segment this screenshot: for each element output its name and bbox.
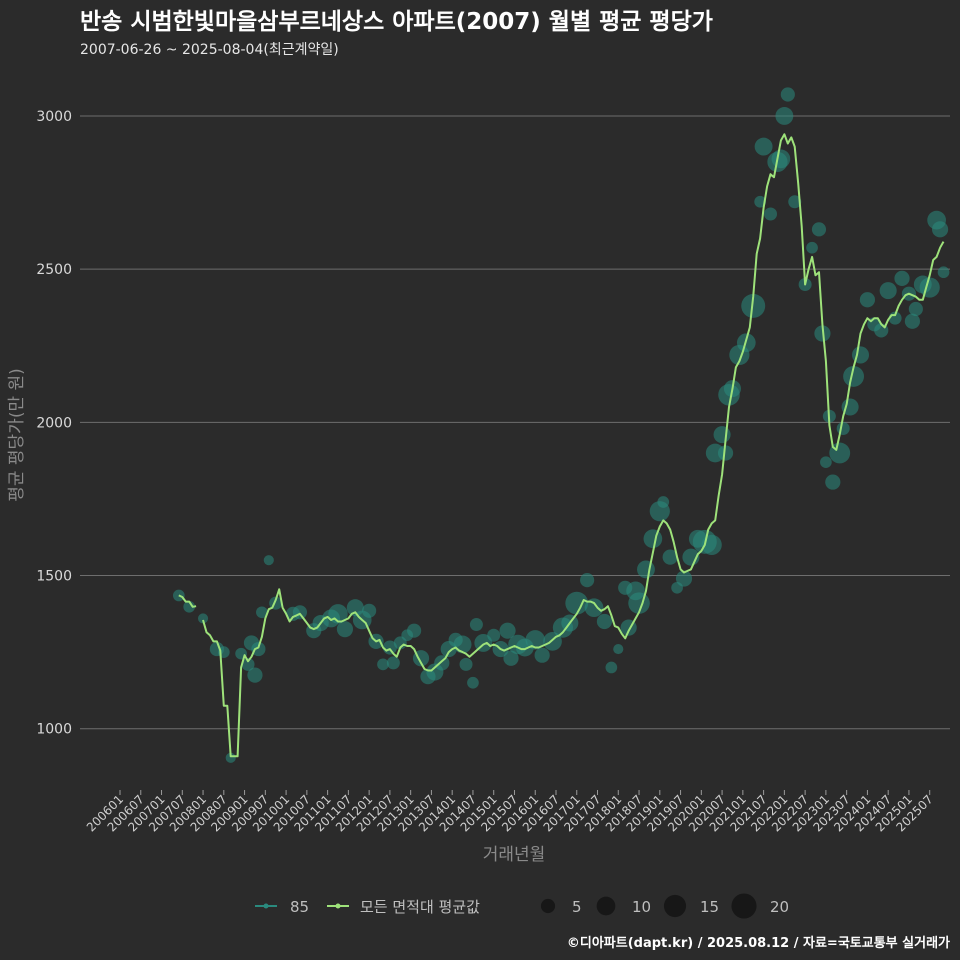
chart-subtitle: 2007-06-26 ~ 2025-08-04(최근계약일) (80, 42, 339, 58)
bubble-point (225, 752, 236, 763)
bubble-point (754, 137, 773, 156)
bubble-point (771, 149, 791, 169)
bubble-point (584, 598, 604, 618)
bubble-point (788, 195, 802, 209)
y-tick-label: 3000 (36, 109, 72, 125)
bubble-point (453, 635, 472, 654)
bubble-point (775, 107, 794, 125)
credit-text: ©디아파트(dapt.kr) / 2025.08.12 / 자료=국토교통부 실… (567, 935, 950, 951)
bubble-point (825, 474, 841, 490)
y-tick-label: 1500 (36, 569, 72, 585)
bubble-point (377, 658, 389, 671)
bubble-point (754, 195, 766, 208)
legend-85-label: 85 (290, 898, 309, 916)
size-legend-circle-5 (540, 898, 556, 914)
bubble-point (713, 426, 731, 444)
y-tick-label: 2500 (36, 262, 72, 278)
bubble-point (525, 630, 545, 650)
bubble-point (263, 555, 274, 566)
bubble-point (487, 628, 501, 642)
line-layer (178, 133, 945, 758)
bubble-point (256, 606, 268, 619)
size-legend-circle-10 (596, 896, 616, 916)
legend-avg-label: 모든 면적대 평균값 (360, 898, 480, 916)
size-legend-label: 20 (770, 898, 789, 916)
bubble-point (197, 613, 209, 624)
bubble-point (820, 456, 832, 469)
average-price-line-segment-0 (178, 594, 197, 608)
bubble-point (937, 266, 950, 279)
y-tick-label: 1000 (36, 722, 72, 738)
bubble-point (407, 623, 422, 638)
bubble-point (859, 292, 876, 308)
bubble-point (806, 241, 818, 254)
bubble-point (717, 445, 734, 461)
bubble-point (643, 529, 663, 549)
size-legend: 5 10 15 20 (540, 893, 789, 919)
bubble-point (534, 647, 550, 663)
bubble-point (931, 221, 949, 238)
size-legend-label: 5 (572, 898, 582, 916)
size-legend-circle-20 (731, 893, 757, 919)
bubble-point (908, 301, 923, 317)
bubble-point (241, 657, 255, 671)
bubble-point (675, 570, 693, 587)
bubble-point (836, 421, 850, 435)
bubble-point (662, 549, 678, 565)
bubble-point (459, 657, 473, 671)
size-legend-circle-15 (663, 894, 687, 918)
bubble-point (596, 613, 613, 630)
legend-avg-marker (335, 903, 341, 909)
legend: 85 모든 면적대 평균값 5 10 15 20 (255, 893, 789, 919)
bubble-point (565, 591, 589, 615)
bubble-point (580, 573, 595, 588)
bubble-point (741, 293, 766, 318)
bubble-point (843, 365, 865, 387)
bubble-point (904, 313, 920, 329)
bubble-point (894, 270, 910, 286)
bubble-point (613, 643, 624, 655)
bubble-point (386, 656, 400, 670)
bubble-point (841, 398, 859, 416)
bubble-point (811, 222, 827, 237)
bubble-point (657, 496, 670, 508)
chart-title: 반송 시범한빛마을삼부르네상스 아파트(2007) 월별 평균 평당가 (80, 9, 713, 35)
bubble-point (183, 600, 196, 613)
y-axis-ticks: 1000 1500 2000 2500 3000 (36, 109, 72, 738)
average-price-line-segment-1 (202, 133, 945, 758)
size-legend-label: 10 (632, 898, 651, 916)
bubble-point (919, 277, 940, 298)
gridlines (80, 115, 950, 730)
bubble-point (503, 650, 519, 666)
bubble-point (362, 603, 377, 618)
bubble-point (469, 618, 483, 632)
bubble-point (336, 621, 353, 638)
bubble-point (499, 622, 516, 639)
bubble-point (251, 641, 266, 657)
bubble-point (247, 667, 263, 683)
y-axis-title: 평균 평당가(만 원) (7, 368, 27, 502)
y-tick-label: 2000 (36, 415, 72, 431)
bubble-point (434, 655, 450, 671)
bubble-point (879, 282, 897, 300)
bubble-point (637, 560, 655, 579)
bubble-point (292, 605, 308, 620)
bubble-point (467, 676, 479, 689)
legend-85-marker (263, 903, 269, 909)
bubble-point (780, 87, 795, 102)
bubble-point (605, 661, 618, 674)
bubble-point (764, 207, 778, 221)
x-axis-title: 거래년월 (483, 845, 546, 865)
size-legend-label: 15 (700, 898, 719, 916)
